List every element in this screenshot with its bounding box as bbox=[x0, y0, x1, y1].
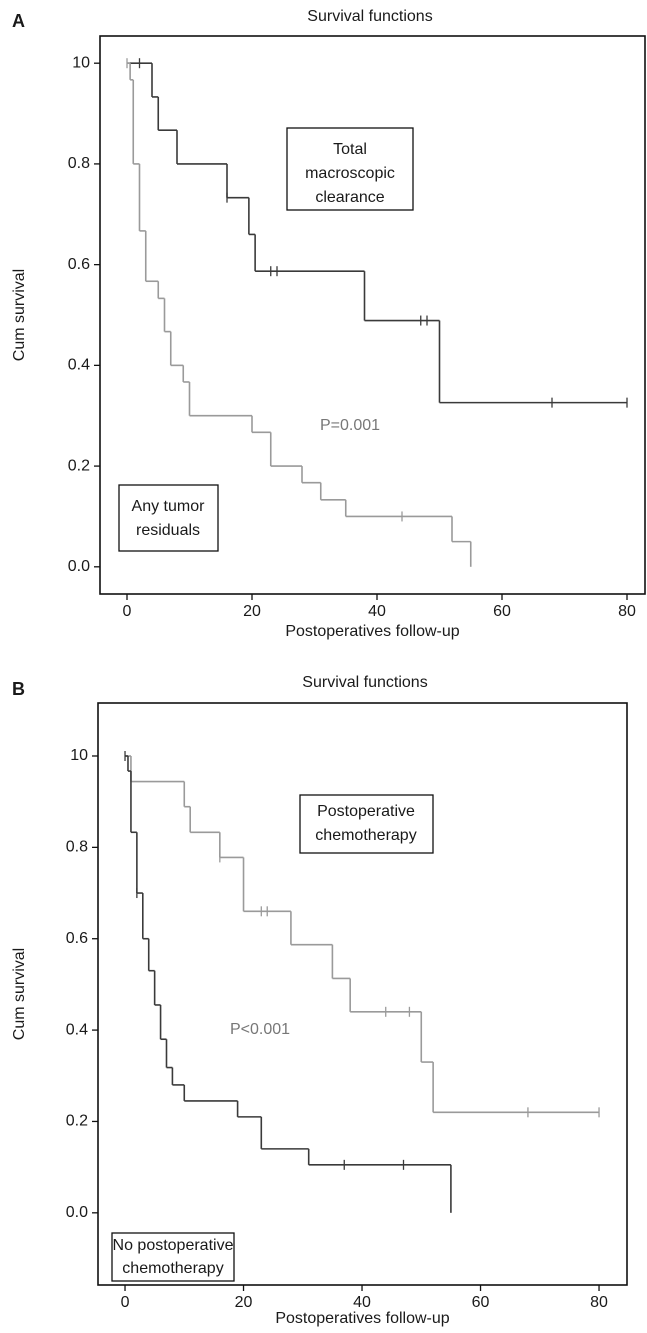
y-tick-label: 0.4 bbox=[66, 1021, 88, 1038]
annotation-text: clearance bbox=[315, 189, 384, 206]
annotation-box bbox=[299, 794, 434, 854]
annotation-box bbox=[118, 484, 219, 552]
annotation-text: No postoperative bbox=[113, 1237, 234, 1254]
x-tick-label: 80 bbox=[618, 603, 636, 620]
y-tick-label: 0.2 bbox=[66, 1113, 88, 1130]
y-tick-label: 0.6 bbox=[66, 930, 88, 947]
x-tick-label: 60 bbox=[493, 603, 511, 620]
y-tick-label: 0.0 bbox=[68, 558, 90, 575]
y-tick-label: 0.4 bbox=[68, 357, 90, 374]
x-tick-label: 0 bbox=[123, 603, 132, 620]
annotation-text: P<0.001 bbox=[230, 1021, 290, 1038]
annotation-box bbox=[111, 1232, 235, 1282]
annotation-text: Any tumor bbox=[132, 498, 206, 515]
y-axis-label: Cum survival bbox=[11, 948, 28, 1040]
annotation-text: chemotherapy bbox=[122, 1260, 223, 1277]
x-axis-label: Postoperatives follow-up bbox=[275, 1310, 449, 1327]
annotation-box bbox=[286, 127, 414, 211]
panel-label: A bbox=[12, 11, 25, 31]
annotation-text: Total bbox=[333, 141, 367, 158]
y-tick-label: 0.8 bbox=[66, 839, 88, 856]
x-tick-label: 40 bbox=[368, 603, 386, 620]
y-tick-label: 10 bbox=[72, 54, 90, 71]
y-tick-label: 0.2 bbox=[68, 457, 90, 474]
y-axis-label: Cum survival bbox=[11, 269, 28, 361]
plot-frame bbox=[97, 702, 628, 1286]
annotation-text: macroscopic bbox=[305, 165, 395, 182]
annotation-text: chemotherapy bbox=[315, 827, 416, 844]
y-tick-label: 0.6 bbox=[68, 256, 90, 273]
x-tick-label: 20 bbox=[243, 603, 261, 620]
annotation-text: residuals bbox=[136, 522, 200, 539]
x-tick-label: 40 bbox=[353, 1294, 371, 1311]
x-tick-label: 20 bbox=[235, 1294, 253, 1311]
chart-title: Survival functions bbox=[307, 8, 432, 25]
annotation-text: P=0.001 bbox=[320, 417, 380, 434]
y-tick-label: 10 bbox=[70, 747, 88, 764]
x-tick-label: 0 bbox=[121, 1294, 130, 1311]
plot-frame bbox=[99, 35, 646, 595]
panel-label: B bbox=[12, 679, 25, 699]
annotation-text: Postoperative bbox=[317, 803, 415, 820]
x-tick-label: 80 bbox=[590, 1294, 608, 1311]
y-tick-label: 0.0 bbox=[66, 1204, 88, 1221]
y-tick-label: 0.8 bbox=[68, 155, 90, 172]
x-axis-label: Postoperatives follow-up bbox=[285, 623, 459, 640]
chart-title: Survival functions bbox=[302, 674, 427, 691]
x-tick-label: 60 bbox=[472, 1294, 490, 1311]
